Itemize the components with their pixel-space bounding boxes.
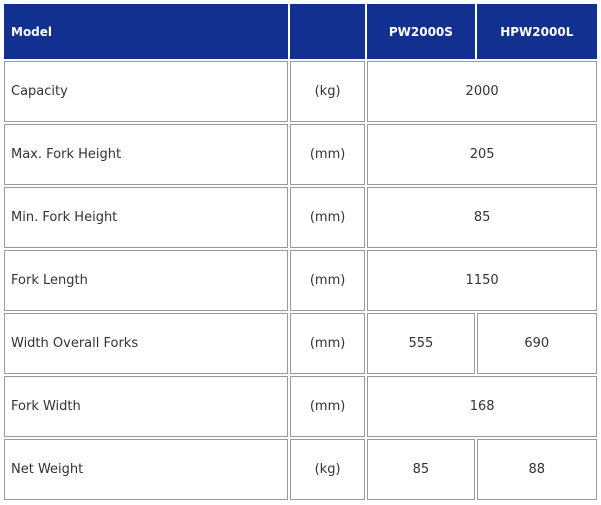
row-label: Net Weight (4, 439, 288, 500)
row-label: Max. Fork Height (4, 124, 288, 185)
row-value-hpw2000l: 690 (476, 313, 597, 374)
header-model-label: Model (4, 4, 288, 59)
row-label: Width Overall Forks (4, 313, 288, 374)
row-value: 2000 (367, 61, 597, 122)
row-value: 1150 (367, 250, 597, 311)
table-row-max-fork-height: Max. Fork Height (mm) 205 (4, 124, 597, 185)
table-row-fork-width: Fork Width (mm) 168 (4, 376, 597, 437)
header-model-pw2000s: PW2000S (367, 4, 475, 59)
header-model-hpw2000l: HPW2000L (476, 4, 597, 59)
row-label: Fork Length (4, 250, 288, 311)
row-value-pw2000s: 85 (367, 439, 475, 500)
row-value-hpw2000l: 88 (476, 439, 597, 500)
table-row-net-weight: Net Weight (kg) 85 88 (4, 439, 597, 500)
row-label: Capacity (4, 61, 288, 122)
row-value: 168 (367, 376, 597, 437)
row-value: 205 (367, 124, 597, 185)
row-value: 85 (367, 187, 597, 248)
row-unit: (mm) (289, 124, 366, 185)
header-row: Model PW2000S HPW2000L (4, 4, 597, 59)
row-unit: (mm) (289, 187, 366, 248)
row-unit: (mm) (289, 250, 366, 311)
row-unit: (kg) (289, 439, 366, 500)
table-row-capacity: Capacity (kg) 2000 (4, 61, 597, 122)
row-unit: (mm) (289, 376, 366, 437)
row-unit: (kg) (289, 61, 366, 122)
row-label: Fork Width (4, 376, 288, 437)
header-unit-cell (289, 4, 366, 59)
row-unit: (mm) (289, 313, 366, 374)
table-row-width-overall-forks: Width Overall Forks (mm) 555 690 (4, 313, 597, 374)
row-value-pw2000s: 555 (367, 313, 475, 374)
table-row-min-fork-height: Min. Fork Height (mm) 85 (4, 187, 597, 248)
table-row-fork-length: Fork Length (mm) 1150 (4, 250, 597, 311)
row-label: Min. Fork Height (4, 187, 288, 248)
